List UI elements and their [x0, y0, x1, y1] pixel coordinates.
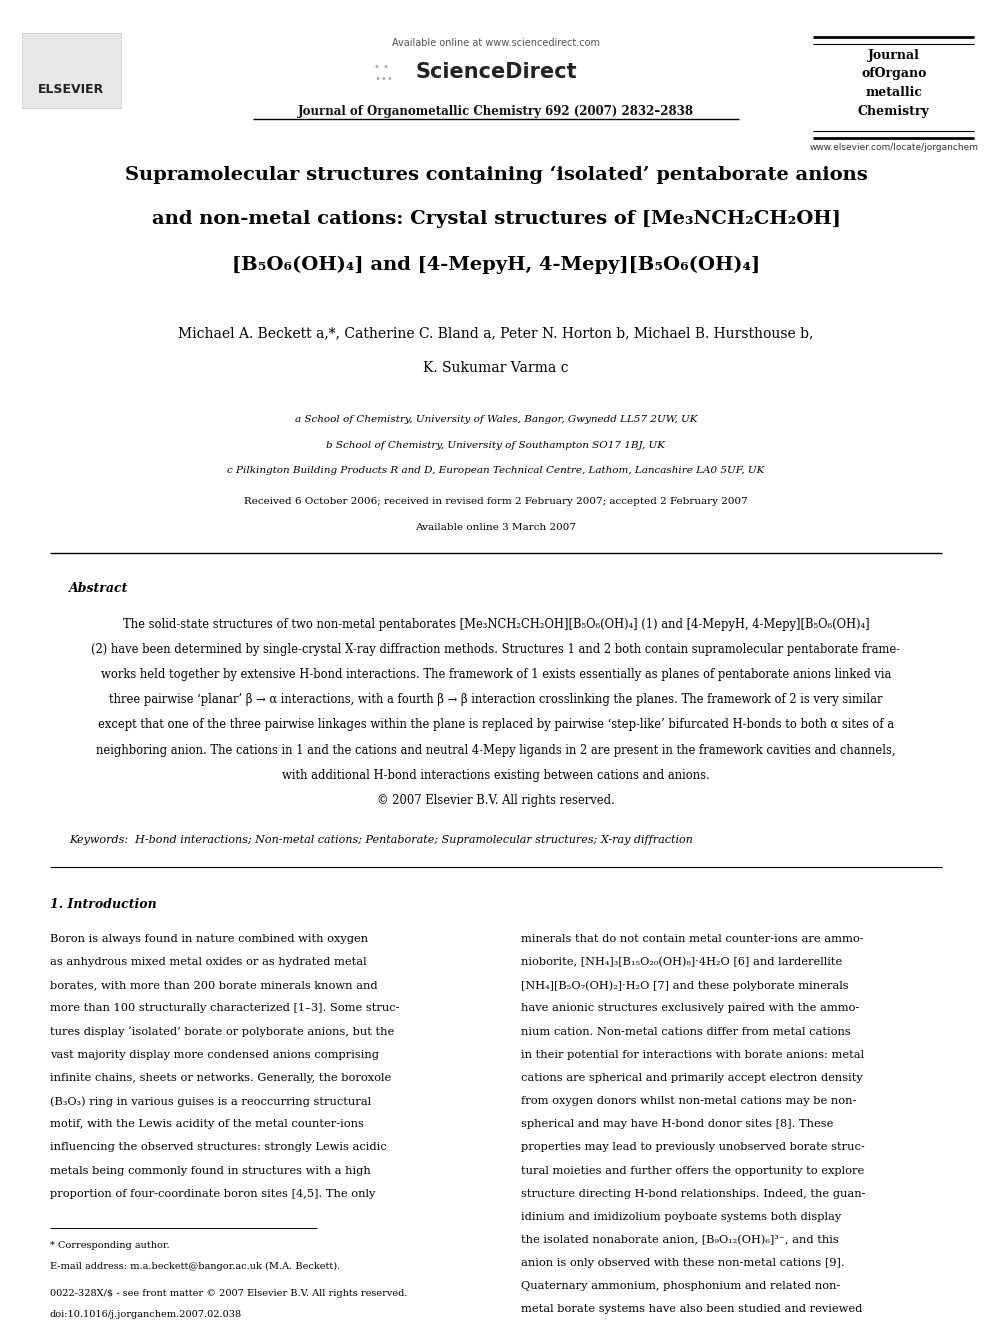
Text: c Pilkington Building Products R and D, European Technical Centre, Lathom, Lanca: c Pilkington Building Products R and D, …: [227, 466, 765, 475]
Text: works held together by extensive H-bond interactions. The framework of 1 exists : works held together by extensive H-bond …: [101, 668, 891, 681]
Text: nium cation. Non-metal cations differ from metal cations: nium cation. Non-metal cations differ fr…: [521, 1027, 850, 1037]
Text: * Corresponding author.: * Corresponding author.: [50, 1241, 170, 1250]
Text: metals being commonly found in structures with a high: metals being commonly found in structure…: [50, 1166, 370, 1176]
Text: Available online 3 March 2007: Available online 3 March 2007: [416, 523, 576, 532]
Text: doi:10.1016/j.jorganchem.2007.02.038: doi:10.1016/j.jorganchem.2007.02.038: [50, 1310, 242, 1319]
Text: • •
 •••: • • •••: [372, 62, 392, 83]
Text: infinite chains, sheets or networks. Generally, the boroxole: infinite chains, sheets or networks. Gen…: [50, 1073, 391, 1084]
Text: Chemistry: Chemistry: [858, 105, 930, 118]
Text: K. Sukumar Varma c: K. Sukumar Varma c: [424, 361, 568, 376]
Text: Available online at www.sciencedirect.com: Available online at www.sciencedirect.co…: [392, 38, 600, 49]
Text: except that one of the three pairwise linkages within the plane is replaced by p: except that one of the three pairwise li…: [98, 718, 894, 732]
Text: 0022-328X/$ - see front matter © 2007 Elsevier B.V. All rights reserved.: 0022-328X/$ - see front matter © 2007 El…: [50, 1289, 407, 1298]
Text: cations are spherical and primarily accept electron density: cations are spherical and primarily acce…: [521, 1073, 863, 1084]
Text: and non-metal cations: Crystal structures of [Me₃NCH₂CH₂OH]: and non-metal cations: Crystal structure…: [152, 210, 840, 229]
Text: influencing the observed structures: strongly Lewis acidic: influencing the observed structures: str…: [50, 1143, 386, 1152]
Text: ofOrgano: ofOrgano: [861, 67, 927, 81]
Text: as anhydrous mixed metal oxides or as hydrated metal: as anhydrous mixed metal oxides or as hy…: [50, 958, 366, 967]
Text: Michael A. Beckett a,*, Catherine C. Bland a, Peter N. Horton b, Michael B. Hurs: Michael A. Beckett a,*, Catherine C. Bla…: [179, 327, 813, 341]
Text: minerals that do not contain metal counter-ions are ammo-: minerals that do not contain metal count…: [521, 934, 863, 945]
Text: spherical and may have H-bond donor sites [8]. These: spherical and may have H-bond donor site…: [521, 1119, 833, 1130]
Text: ScienceDirect: ScienceDirect: [416, 62, 576, 82]
Text: nioborite, [NH₄]₃[B₁₅O₂₀(OH)₈]·4H₂O [6] and larderellite: nioborite, [NH₄]₃[B₁₅O₂₀(OH)₈]·4H₂O [6] …: [521, 958, 842, 967]
Text: Keywords:  H-bond interactions; Non-metal cations; Pentaborate; Supramolecular s: Keywords: H-bond interactions; Non-metal…: [69, 835, 693, 845]
Text: motif, with the Lewis acidity of the metal counter-ions: motif, with the Lewis acidity of the met…: [50, 1119, 363, 1130]
Text: Quaternary ammonium, phosphonium and related non-: Quaternary ammonium, phosphonium and rel…: [521, 1282, 840, 1291]
Text: a School of Chemistry, University of Wales, Bangor, Gwynedd LL57 2UW, UK: a School of Chemistry, University of Wal…: [295, 415, 697, 425]
Text: tures display ‘isolated’ borate or polyborate anions, but the: tures display ‘isolated’ borate or polyb…: [50, 1027, 394, 1037]
Text: Journal of Organometallic Chemistry 692 (2007) 2832–2838: Journal of Organometallic Chemistry 692 …: [298, 105, 694, 118]
Text: tural moieties and further offers the opportunity to explore: tural moieties and further offers the op…: [521, 1166, 864, 1176]
Text: properties may lead to previously unobserved borate struc-: properties may lead to previously unobse…: [521, 1143, 865, 1152]
Text: The solid-state structures of two non-metal pentaborates [Me₃NCH₂CH₂OH][B₅O₆(OH): The solid-state structures of two non-me…: [123, 618, 869, 631]
Text: (2) have been determined by single-crystal X-ray diffraction methods. Structures: (2) have been determined by single-cryst…: [91, 643, 901, 656]
Text: Boron is always found in nature combined with oxygen: Boron is always found in nature combined…: [50, 934, 368, 945]
Text: ELSEVIER: ELSEVIER: [39, 83, 104, 97]
Text: anion is only observed with these non-metal cations [9].: anion is only observed with these non-me…: [521, 1258, 844, 1269]
Text: b School of Chemistry, University of Southampton SO17 1BJ, UK: b School of Chemistry, University of Sou…: [326, 441, 666, 450]
Text: three pairwise ‘planar’ β → α interactions, with a fourth β → β interaction cros: three pairwise ‘planar’ β → α interactio…: [109, 693, 883, 706]
Text: metal borate systems have also been studied and reviewed: metal borate systems have also been stud…: [521, 1304, 862, 1315]
Text: proportion of four-coordinate boron sites [4,5]. The only: proportion of four-coordinate boron site…: [50, 1189, 375, 1199]
Text: in their potential for interactions with borate anions: metal: in their potential for interactions with…: [521, 1050, 864, 1060]
Text: [B₅O₆(OH)₄] and [4-MepyH, 4-Mepy][B₅O₆(OH)₄]: [B₅O₆(OH)₄] and [4-MepyH, 4-Mepy][B₅O₆(O…: [232, 255, 760, 274]
Text: the isolated nonaborate anion, [B₉O₁₂(OH)₆]³⁻, and this: the isolated nonaborate anion, [B₉O₁₂(OH…: [521, 1236, 838, 1245]
Text: vast majority display more condensed anions comprising: vast majority display more condensed ani…: [50, 1050, 379, 1060]
Text: (B₃O₃) ring in various guises is a reoccurring structural: (B₃O₃) ring in various guises is a reocc…: [50, 1097, 371, 1106]
Text: structure directing H-bond relationships. Indeed, the guan-: structure directing H-bond relationships…: [521, 1189, 865, 1199]
Text: Received 6 October 2006; received in revised form 2 February 2007; accepted 2 Fe: Received 6 October 2006; received in rev…: [244, 497, 748, 507]
Text: from oxygen donors whilst non-metal cations may be non-: from oxygen donors whilst non-metal cati…: [521, 1097, 856, 1106]
Text: E-mail address: m.a.beckett@bangor.ac.uk (M.A. Beckett).: E-mail address: m.a.beckett@bangor.ac.uk…: [50, 1262, 340, 1271]
Text: idinium and imidizolium poyboate systems both display: idinium and imidizolium poyboate systems…: [521, 1212, 841, 1222]
Text: [NH₄][B₅O₇(OH)₂]·H₂O [7] and these polyborate minerals: [NH₄][B₅O₇(OH)₂]·H₂O [7] and these polyb…: [521, 980, 848, 991]
Text: neighboring anion. The cations in 1 and the cations and neutral 4-Mepy ligands i: neighboring anion. The cations in 1 and …: [96, 744, 896, 757]
Text: 1. Introduction: 1. Introduction: [50, 898, 157, 912]
Text: Journal: Journal: [868, 49, 920, 62]
Text: more than 100 structurally characterized [1–3]. Some struc-: more than 100 structurally characterized…: [50, 1004, 399, 1013]
Text: www.elsevier.com/locate/jorganchem: www.elsevier.com/locate/jorganchem: [809, 143, 978, 152]
Bar: [22, 33, 121, 108]
Text: Abstract: Abstract: [69, 582, 129, 595]
Text: © 2007 Elsevier B.V. All rights reserved.: © 2007 Elsevier B.V. All rights reserved…: [377, 794, 615, 807]
Text: with additional H-bond interactions existing between cations and anions.: with additional H-bond interactions exis…: [282, 769, 710, 782]
Text: metallic: metallic: [865, 86, 923, 99]
Text: borates, with more than 200 borate minerals known and: borates, with more than 200 borate miner…: [50, 980, 377, 991]
Text: have anionic structures exclusively paired with the ammo-: have anionic structures exclusively pair…: [521, 1004, 859, 1013]
Text: Supramolecular structures containing ‘isolated’ pentaborate anions: Supramolecular structures containing ‘is…: [125, 165, 867, 184]
